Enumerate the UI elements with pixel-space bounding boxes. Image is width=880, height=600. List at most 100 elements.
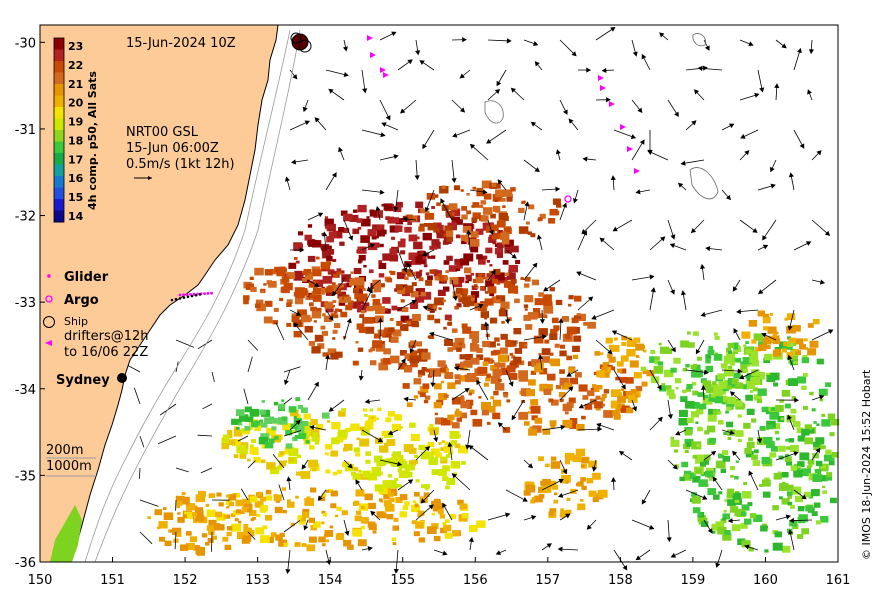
sst-pixel bbox=[782, 545, 791, 553]
sst-pixel bbox=[397, 468, 403, 473]
sst-pixel bbox=[483, 207, 493, 215]
sst-pixel bbox=[763, 326, 769, 331]
sst-pixel bbox=[454, 374, 461, 380]
sst-pixel bbox=[242, 535, 252, 542]
sst-patches bbox=[147, 180, 840, 556]
sst-pixel bbox=[820, 516, 829, 523]
sst-pixel bbox=[415, 201, 424, 208]
sst-pixel bbox=[437, 509, 444, 515]
sst-pixel bbox=[315, 424, 324, 430]
sst-pixel bbox=[401, 269, 407, 274]
sst-pixel bbox=[375, 472, 381, 477]
current-vector-head bbox=[284, 176, 290, 182]
sst-pixel bbox=[326, 286, 334, 292]
sst-pixel bbox=[813, 421, 817, 424]
current-vector-head bbox=[769, 166, 775, 173]
sst-pixel bbox=[766, 338, 771, 342]
current-vector-head bbox=[344, 530, 350, 536]
current-vector-head bbox=[796, 47, 802, 54]
sst-pixel bbox=[666, 389, 675, 396]
current-vector-head bbox=[385, 115, 391, 121]
sst-pixel bbox=[427, 526, 437, 534]
sst-pixel bbox=[518, 411, 529, 420]
sst-pixel bbox=[492, 193, 503, 202]
current-vector-head bbox=[375, 205, 381, 212]
lon-tick-label: 159 bbox=[680, 573, 705, 588]
sst-pixel bbox=[201, 533, 208, 538]
sst-pixel bbox=[470, 231, 479, 238]
sst-pixel bbox=[486, 421, 491, 425]
current-vector-head bbox=[705, 245, 711, 252]
glider-point bbox=[198, 293, 202, 296]
sst-pixel bbox=[338, 227, 345, 232]
sst-pixel bbox=[340, 210, 348, 216]
sst-pixel bbox=[578, 384, 588, 392]
sst-pixel bbox=[392, 329, 402, 337]
sst-pixel bbox=[612, 410, 620, 417]
sst-pixel bbox=[548, 511, 554, 516]
sst-pixel bbox=[613, 414, 621, 420]
sst-pixel bbox=[355, 510, 362, 515]
sst-pixel bbox=[483, 193, 492, 200]
sst-pixel bbox=[784, 456, 792, 462]
sst-pixel bbox=[445, 230, 454, 237]
sst-pixel bbox=[627, 395, 638, 403]
sst-pixel bbox=[633, 372, 642, 379]
sst-pixel bbox=[243, 428, 251, 435]
glider-legend-icon bbox=[47, 274, 51, 278]
sst-pixel bbox=[327, 420, 331, 423]
sst-pixel bbox=[402, 307, 409, 313]
current-vector-head bbox=[657, 416, 663, 422]
sst-pixel bbox=[460, 395, 464, 398]
sst-pixel bbox=[322, 493, 327, 497]
current-vector-head bbox=[537, 354, 544, 360]
sst-pixel bbox=[313, 287, 321, 294]
sst-pixel bbox=[322, 412, 330, 419]
sst-pixel bbox=[377, 407, 382, 411]
sst-pixel bbox=[298, 432, 307, 440]
sst-pixel bbox=[233, 510, 239, 515]
sst-pixel bbox=[784, 317, 789, 321]
sst-pixel bbox=[691, 492, 697, 497]
sst-pixel bbox=[551, 317, 559, 324]
sst-pixel bbox=[511, 340, 517, 345]
sst-pixel bbox=[387, 217, 395, 224]
sst-pixel bbox=[285, 429, 292, 436]
sst-pixel bbox=[309, 294, 314, 298]
current-vector-head bbox=[611, 330, 618, 336]
sst-pixel bbox=[485, 225, 495, 233]
sst-pixel bbox=[484, 291, 488, 294]
current-vector-head bbox=[476, 379, 481, 386]
sst-pixel bbox=[254, 500, 264, 508]
sst-pixel bbox=[347, 300, 354, 305]
sst-pixel bbox=[569, 423, 577, 429]
sst-pixel bbox=[821, 445, 826, 449]
sst-pixel bbox=[803, 491, 811, 498]
sst-pixel bbox=[560, 510, 569, 517]
sst-pixel bbox=[524, 421, 530, 426]
sst-pixel bbox=[803, 406, 808, 410]
current-vector bbox=[243, 388, 249, 405]
sst-pixel bbox=[533, 308, 541, 314]
sst-pixel bbox=[293, 272, 304, 281]
current-vector-head bbox=[562, 202, 567, 208]
sst-pixel bbox=[451, 422, 460, 429]
current-vector-head bbox=[621, 384, 626, 390]
sst-pixel bbox=[491, 183, 497, 187]
sst-pixel bbox=[301, 543, 307, 547]
current-vector-head bbox=[495, 550, 502, 555]
current-vector-head bbox=[290, 159, 297, 165]
sst-pixel bbox=[452, 397, 461, 405]
sst-pixel bbox=[325, 306, 334, 313]
sst-pixel bbox=[345, 427, 351, 432]
sst-pixel bbox=[195, 514, 205, 522]
sst-pixel bbox=[552, 484, 559, 490]
sst-pixel bbox=[368, 349, 373, 353]
sst-pixel bbox=[465, 280, 469, 284]
sst-pixel bbox=[707, 349, 715, 356]
sst-pixel bbox=[543, 305, 554, 314]
sst-pixel bbox=[235, 499, 244, 507]
sst-pixel bbox=[443, 326, 447, 330]
sst-pixel bbox=[590, 387, 594, 391]
sst-pixel bbox=[427, 256, 431, 259]
